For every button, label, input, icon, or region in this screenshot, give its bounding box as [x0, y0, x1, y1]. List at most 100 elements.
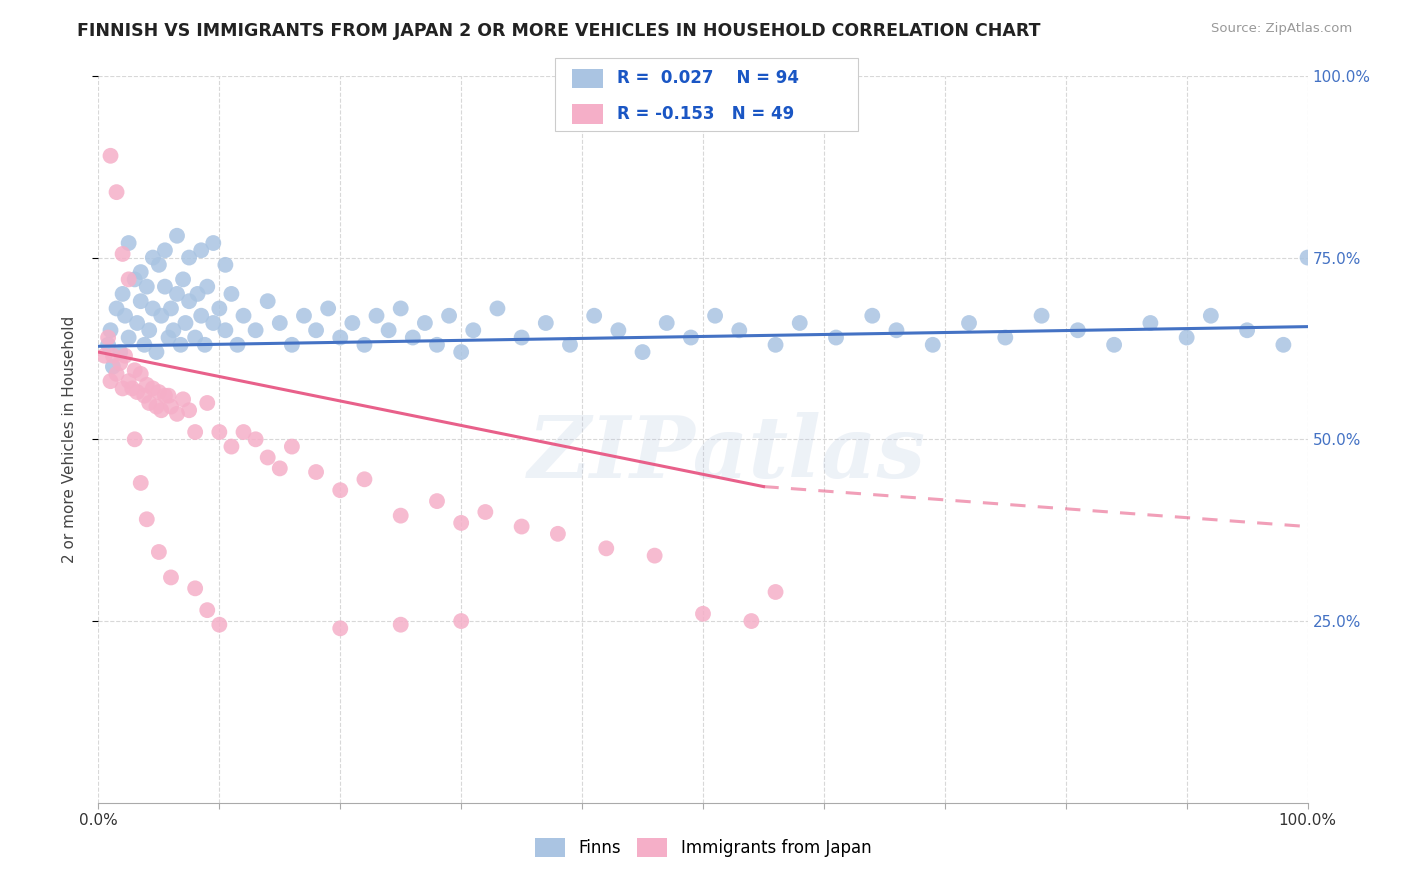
Point [740, 614, 762, 628]
Point [118, 330, 141, 344]
Point [353, 338, 375, 352]
Point [789, 316, 811, 330]
Point [105, 301, 128, 316]
Point [547, 526, 569, 541]
Point [583, 309, 606, 323]
Point [305, 323, 328, 337]
Point [825, 330, 848, 344]
Point [153, 244, 176, 258]
Point [221, 287, 243, 301]
Point [135, 279, 157, 293]
Point [208, 617, 231, 632]
Point [921, 338, 943, 352]
Point [135, 377, 157, 392]
Point [179, 294, 201, 309]
Point [118, 235, 141, 250]
Point [145, 345, 167, 359]
Point [142, 381, 165, 395]
Point [150, 403, 173, 417]
Point [450, 614, 472, 628]
Point [124, 432, 146, 446]
Point [256, 450, 278, 465]
Point [202, 235, 225, 250]
Point [426, 338, 449, 352]
Point [437, 309, 460, 323]
Point [305, 465, 328, 479]
Point [148, 385, 170, 400]
Point [655, 316, 678, 330]
Point [142, 301, 165, 316]
Point [93, 349, 115, 363]
Point [97, 338, 120, 352]
Point [153, 279, 176, 293]
Point [353, 472, 375, 486]
Point [292, 309, 315, 323]
Point [256, 294, 278, 309]
Point [114, 349, 136, 363]
Point [108, 345, 131, 359]
Text: Source: ZipAtlas.com: Source: ZipAtlas.com [1212, 22, 1353, 36]
Point [426, 494, 449, 508]
Point [644, 549, 666, 563]
Point [510, 330, 533, 344]
Point [124, 363, 146, 377]
Point [190, 244, 212, 258]
Point [1272, 338, 1295, 352]
Point [1031, 309, 1053, 323]
Point [245, 323, 267, 337]
Point [179, 251, 201, 265]
Point [463, 323, 485, 337]
Point [138, 396, 160, 410]
Point [134, 338, 156, 352]
Point [281, 440, 304, 454]
Point [179, 403, 201, 417]
Text: ZIPatlas: ZIPatlas [529, 412, 927, 496]
Point [111, 287, 134, 301]
Point [1102, 338, 1125, 352]
Point [607, 323, 630, 337]
Point [226, 338, 249, 352]
Point [157, 330, 180, 344]
Point [450, 345, 472, 359]
Point [121, 381, 143, 395]
Point [281, 338, 304, 352]
Point [329, 483, 352, 498]
Point [232, 425, 254, 439]
Point [221, 440, 243, 454]
Point [135, 512, 157, 526]
Point [166, 228, 188, 243]
Point [148, 258, 170, 272]
Point [245, 432, 267, 446]
Point [214, 323, 236, 337]
Point [108, 356, 131, 370]
Point [1175, 330, 1198, 344]
Point [957, 316, 980, 330]
Point [1067, 323, 1090, 337]
Point [101, 349, 124, 363]
Legend: Finns, Immigrants from Japan: Finns, Immigrants from Japan [529, 831, 877, 863]
Point [194, 338, 217, 352]
Point [389, 301, 412, 316]
Point [172, 272, 194, 286]
Point [269, 461, 291, 475]
Point [450, 516, 472, 530]
Point [129, 265, 152, 279]
Point [232, 309, 254, 323]
Text: R =  0.027    N = 94: R = 0.027 N = 94 [617, 70, 799, 87]
Point [184, 330, 207, 344]
Point [366, 309, 388, 323]
Point [389, 617, 412, 632]
Point [138, 323, 160, 337]
Point [329, 330, 352, 344]
Point [111, 381, 134, 395]
Point [389, 508, 412, 523]
Text: R = -0.153   N = 49: R = -0.153 N = 49 [617, 105, 794, 123]
Point [860, 309, 883, 323]
Point [402, 330, 425, 344]
Point [169, 338, 191, 352]
Point [329, 621, 352, 635]
Point [160, 570, 183, 584]
Point [114, 309, 136, 323]
Point [679, 330, 702, 344]
Point [100, 374, 122, 388]
